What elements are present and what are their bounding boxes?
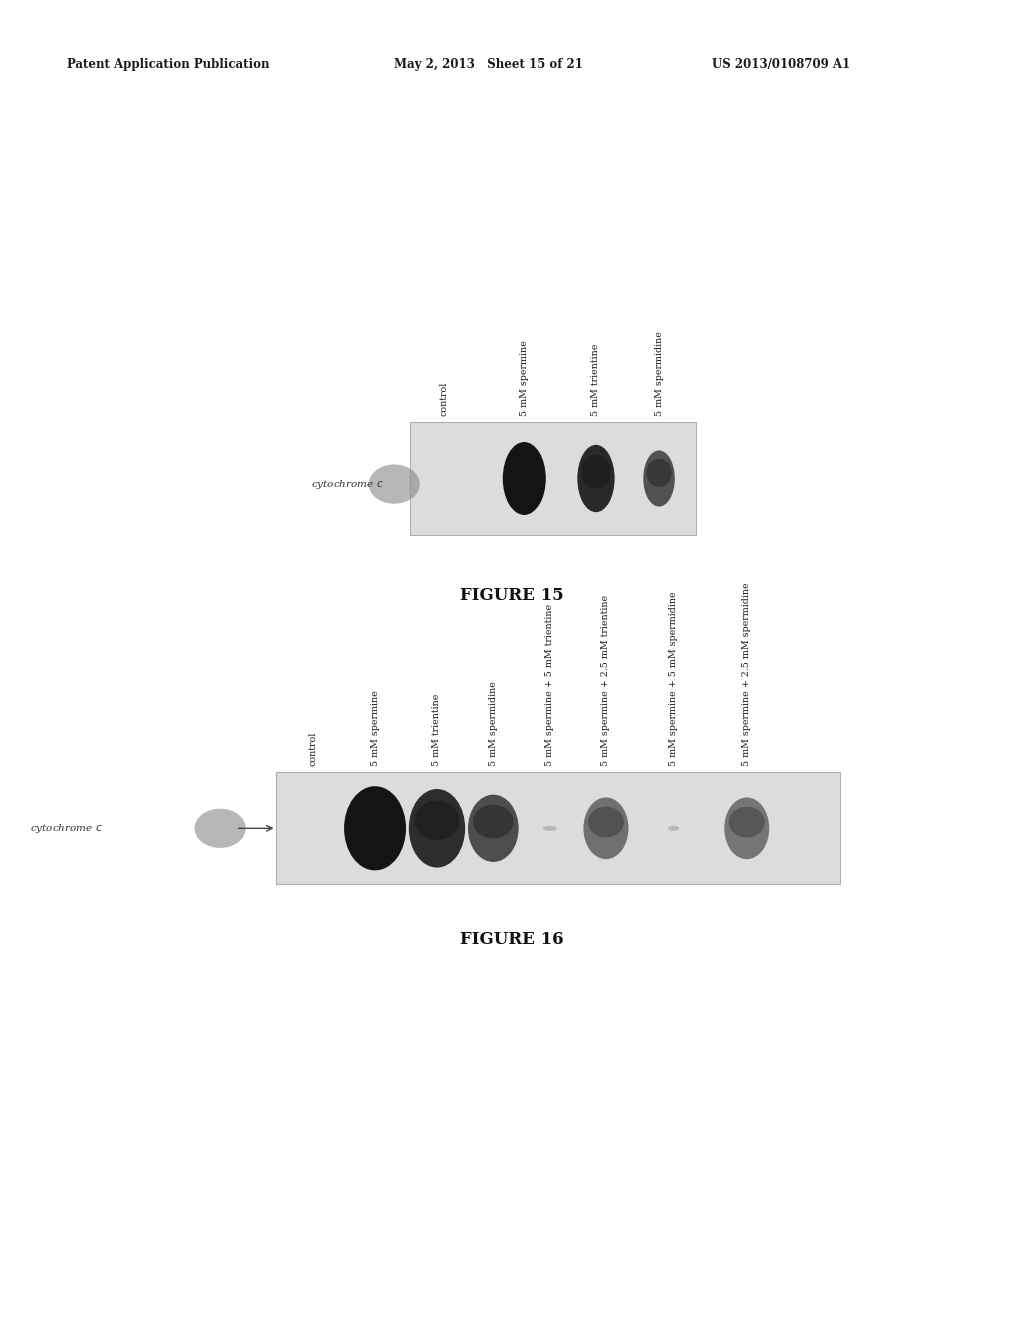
Ellipse shape: [473, 805, 514, 838]
Text: US 2013/0108709 A1: US 2013/0108709 A1: [712, 58, 850, 71]
Ellipse shape: [588, 807, 624, 838]
Text: cytochrome $c$: cytochrome $c$: [311, 478, 384, 491]
Ellipse shape: [578, 445, 614, 512]
Text: 5 mM spermine + 5 mM spermidine: 5 mM spermine + 5 mM spermidine: [669, 591, 678, 766]
Ellipse shape: [503, 442, 546, 515]
Text: 5 mM trientine: 5 mM trientine: [592, 343, 600, 416]
Text: 5 mM spermine + 2.5 mM trientine: 5 mM spermine + 2.5 mM trientine: [601, 594, 610, 766]
Text: 5 mM trientine: 5 mM trientine: [432, 693, 441, 766]
Text: 5 mM spermine + 5 mM trientine: 5 mM spermine + 5 mM trientine: [545, 603, 554, 766]
Text: 5 mM spermine: 5 mM spermine: [520, 341, 528, 416]
Text: 5 mM spermine + 2.5 mM spermidine: 5 mM spermine + 2.5 mM spermidine: [742, 582, 752, 766]
Ellipse shape: [415, 801, 460, 840]
Ellipse shape: [724, 797, 769, 859]
Ellipse shape: [543, 826, 557, 830]
Ellipse shape: [409, 789, 465, 867]
Text: FIGURE 16: FIGURE 16: [460, 931, 564, 948]
Ellipse shape: [643, 450, 675, 507]
Text: control: control: [439, 381, 449, 416]
Ellipse shape: [581, 455, 611, 488]
Ellipse shape: [584, 797, 629, 859]
Bar: [276, 772, 840, 884]
Ellipse shape: [468, 795, 519, 862]
Ellipse shape: [344, 787, 406, 870]
Text: Patent Application Publication: Patent Application Publication: [67, 58, 269, 71]
Text: FIGURE 15: FIGURE 15: [460, 587, 564, 605]
Text: 5 mM spermidine: 5 mM spermidine: [488, 681, 498, 766]
Text: 5 mM spermine: 5 mM spermine: [371, 690, 380, 766]
Ellipse shape: [646, 459, 672, 487]
Ellipse shape: [668, 826, 679, 830]
Ellipse shape: [729, 807, 765, 838]
Ellipse shape: [350, 799, 399, 841]
Text: May 2, 2013   Sheet 15 of 21: May 2, 2013 Sheet 15 of 21: [394, 58, 583, 71]
Ellipse shape: [195, 809, 246, 847]
Ellipse shape: [507, 453, 542, 490]
Text: control: control: [308, 731, 317, 766]
Ellipse shape: [369, 465, 420, 504]
Bar: [410, 422, 696, 535]
Text: 5 mM spermidine: 5 mM spermidine: [654, 331, 664, 416]
Text: cytochrome $c$: cytochrome $c$: [30, 822, 102, 834]
